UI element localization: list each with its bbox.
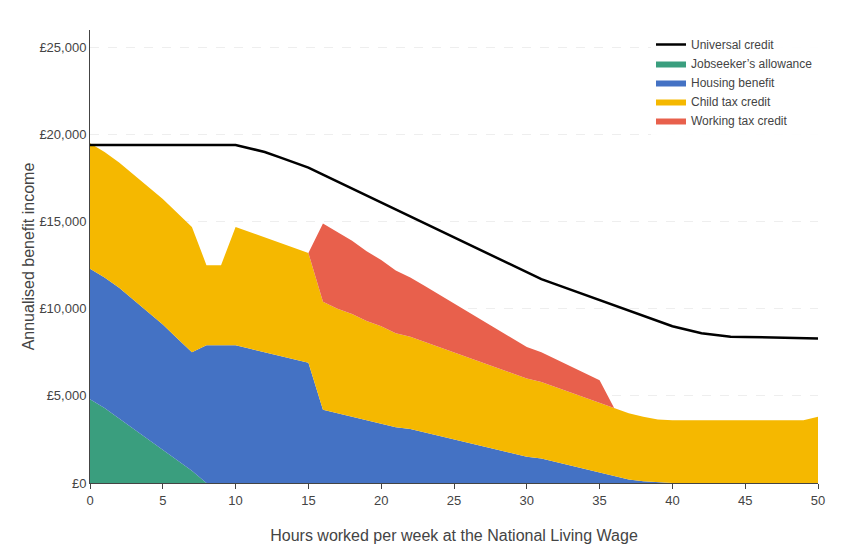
svg-text:10: 10 <box>228 493 242 508</box>
svg-text:£10,000: £10,000 <box>39 301 86 316</box>
svg-text:Hours worked per week at the N: Hours worked per week at the National Li… <box>270 527 638 544</box>
svg-text:0: 0 <box>86 493 93 508</box>
svg-text:50: 50 <box>811 493 825 508</box>
svg-text:40: 40 <box>665 493 679 508</box>
svg-text:45: 45 <box>738 493 752 508</box>
svg-text:25: 25 <box>447 493 461 508</box>
svg-text:£25,000: £25,000 <box>39 40 86 55</box>
svg-text:Working tax credit: Working tax credit <box>691 114 787 128</box>
svg-text:£15,000: £15,000 <box>39 214 86 229</box>
svg-text:20: 20 <box>374 493 388 508</box>
svg-text:Housing benefit: Housing benefit <box>691 76 775 90</box>
svg-text:30: 30 <box>520 493 534 508</box>
svg-text:15: 15 <box>301 493 315 508</box>
svg-text:Jobseeker’s allowance: Jobseeker’s allowance <box>691 57 812 71</box>
svg-text:£0: £0 <box>72 476 86 491</box>
svg-text:Annualised benefit income: Annualised benefit income <box>20 163 37 351</box>
svg-text:£5,000: £5,000 <box>47 388 87 403</box>
svg-text:5: 5 <box>159 493 166 508</box>
svg-text:Child tax credit: Child tax credit <box>691 95 771 109</box>
svg-text:35: 35 <box>592 493 606 508</box>
svg-text:Universal credit: Universal credit <box>691 38 774 52</box>
svg-text:£20,000: £20,000 <box>39 127 86 142</box>
